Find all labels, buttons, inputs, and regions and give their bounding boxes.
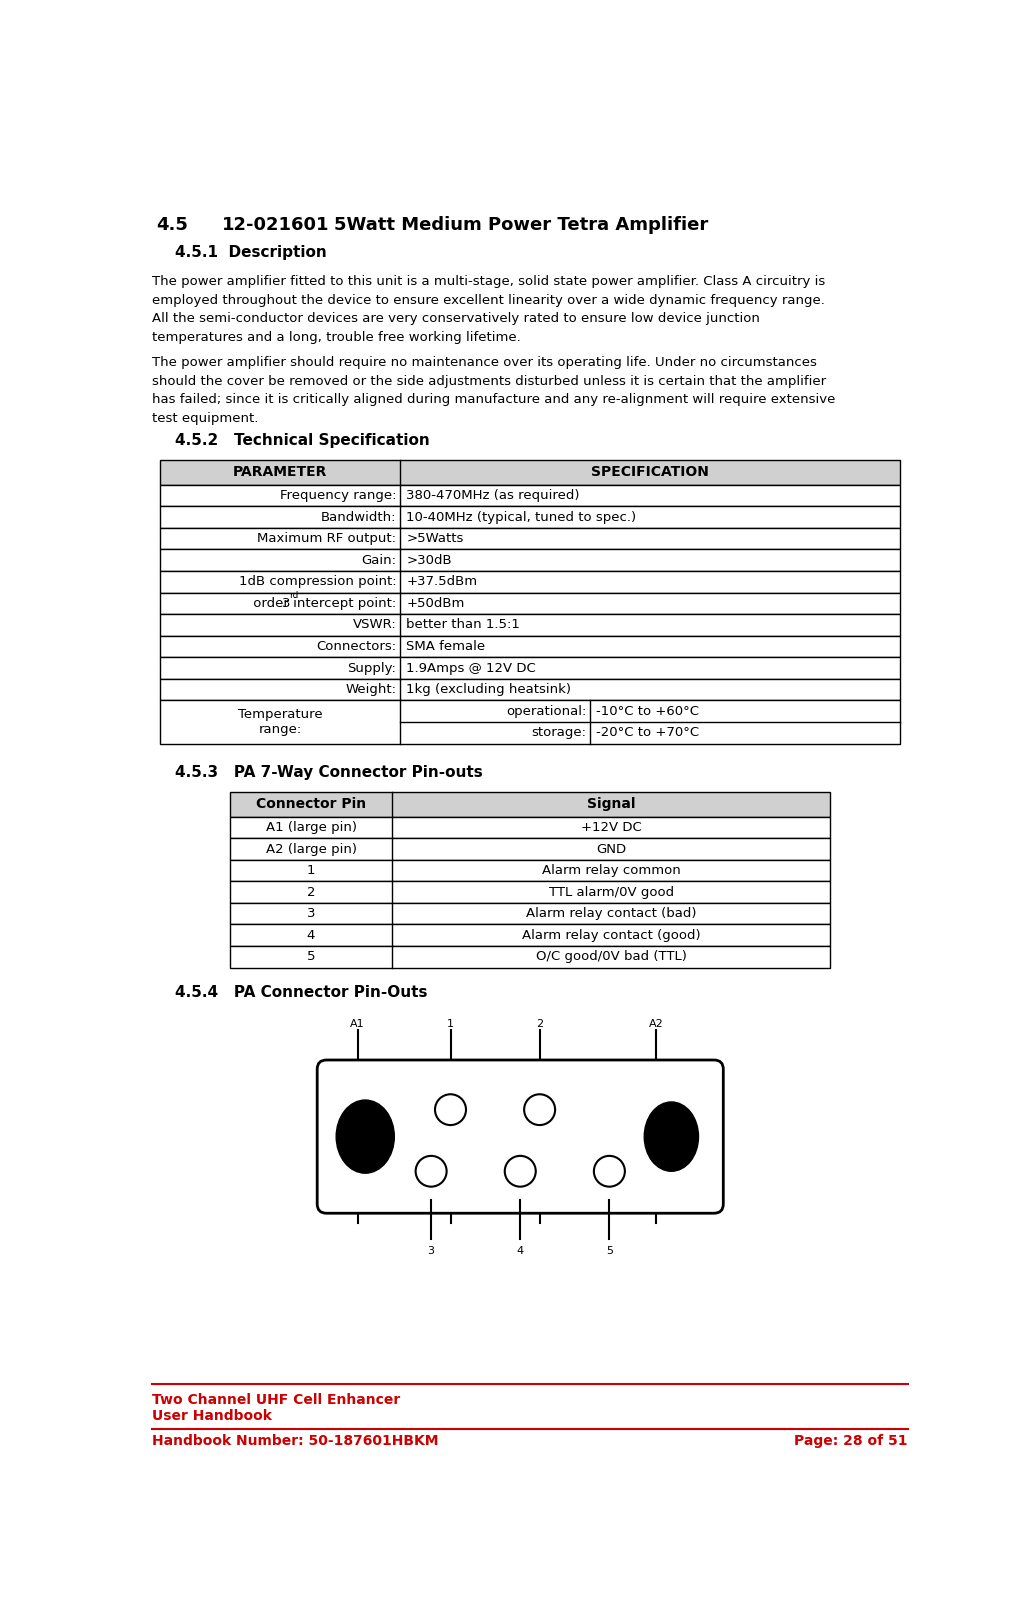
Circle shape [435, 1094, 466, 1125]
Text: GND: GND [596, 843, 627, 856]
Text: A2: A2 [648, 1020, 663, 1029]
Text: PARAMETER: PARAMETER [233, 465, 327, 480]
Bar [160, 657, 900, 679]
Circle shape [505, 1156, 536, 1187]
Text: Alarm relay common: Alarm relay common [542, 864, 680, 877]
Text: 1dB compression point:: 1dB compression point: [238, 575, 396, 588]
Bar [160, 460, 900, 485]
Text: 4.5.1  Description: 4.5.1 Description [175, 245, 327, 259]
Bar [230, 838, 830, 859]
Text: storage:: storage: [531, 726, 587, 739]
Text: 4: 4 [517, 1247, 524, 1256]
Circle shape [594, 1156, 625, 1187]
Bar [230, 903, 830, 924]
Text: A1 (large pin): A1 (large pin) [266, 820, 357, 833]
Bar [160, 700, 900, 744]
Text: The power amplifier fitted to this unit is a multi-stage, solid state power ampl: The power amplifier fitted to this unit … [153, 276, 826, 344]
Text: 2: 2 [307, 885, 315, 898]
Text: better than 1.5:1: better than 1.5:1 [406, 619, 521, 632]
Text: VSWR:: VSWR: [353, 619, 396, 632]
Text: SPECIFICATION: SPECIFICATION [591, 465, 709, 480]
Text: order intercept point:: order intercept point: [250, 597, 396, 609]
Text: Weight:: Weight: [345, 682, 396, 695]
Bar [230, 859, 830, 882]
Text: A2 (large pin): A2 (large pin) [266, 843, 357, 856]
Text: 4.5.2   Technical Specification: 4.5.2 Technical Specification [175, 433, 430, 449]
Text: 10-40MHz (typical, tuned to spec.): 10-40MHz (typical, tuned to spec.) [406, 511, 636, 524]
Bar [160, 614, 900, 635]
Text: Alarm relay contact (good): Alarm relay contact (good) [522, 929, 701, 942]
Text: Page: 28 of 51: Page: 28 of 51 [794, 1435, 907, 1448]
Text: >5Watts: >5Watts [406, 532, 464, 545]
Text: 3: 3 [281, 597, 290, 609]
Text: 5: 5 [606, 1247, 612, 1256]
Text: Gain:: Gain: [361, 554, 396, 567]
Text: +12V DC: +12V DC [580, 820, 641, 833]
Text: 4: 4 [307, 929, 315, 942]
Text: 5: 5 [307, 950, 315, 963]
Text: 4.5.3   PA 7-Way Connector Pin-outs: 4.5.3 PA 7-Way Connector Pin-outs [175, 765, 484, 780]
Text: User Handbook: User Handbook [153, 1409, 272, 1423]
Text: Connectors:: Connectors: [317, 640, 396, 653]
Bar [160, 679, 900, 700]
Bar [230, 793, 830, 817]
Bar [230, 924, 830, 947]
Ellipse shape [336, 1101, 394, 1174]
Text: +37.5dBm: +37.5dBm [406, 575, 477, 588]
Text: operational:: operational: [506, 705, 587, 718]
Text: Maximum RF output:: Maximum RF output: [258, 532, 396, 545]
Circle shape [415, 1156, 446, 1187]
Text: -20°C to +70°C: -20°C to +70°C [596, 726, 699, 739]
Bar [160, 528, 900, 550]
Text: -10°C to +60°C: -10°C to +60°C [596, 705, 699, 718]
Text: >30dB: >30dB [406, 554, 452, 567]
Text: O/C good/0V bad (TTL): O/C good/0V bad (TTL) [536, 950, 687, 963]
Text: Two Channel UHF Cell Enhancer: Two Channel UHF Cell Enhancer [153, 1394, 400, 1407]
Text: 1.9Amps @ 12V DC: 1.9Amps @ 12V DC [406, 661, 536, 674]
Text: 3: 3 [428, 1247, 435, 1256]
Bar [230, 947, 830, 968]
Text: +50dBm: +50dBm [406, 597, 465, 609]
Bar [160, 571, 900, 593]
Ellipse shape [644, 1102, 698, 1172]
Text: 12-021601: 12-021601 [222, 216, 329, 233]
Text: 380-470MHz (as required): 380-470MHz (as required) [406, 490, 579, 503]
Text: 5Watt Medium Power Tetra Amplifier: 5Watt Medium Power Tetra Amplifier [334, 216, 708, 233]
Text: 2: 2 [536, 1020, 543, 1029]
Text: 4.5.4   PA Connector Pin-Outs: 4.5.4 PA Connector Pin-Outs [175, 984, 428, 1000]
Text: rd: rd [290, 590, 299, 600]
Text: Temperature
range:: Temperature range: [238, 708, 323, 736]
Text: The power amplifier should require no maintenance over its operating life. Under: The power amplifier should require no ma… [153, 357, 835, 425]
Bar [160, 635, 900, 657]
Bar [230, 882, 830, 903]
Text: 3: 3 [307, 908, 315, 921]
FancyBboxPatch shape [318, 1060, 724, 1213]
Text: Connector Pin: Connector Pin [256, 798, 366, 812]
Text: Bandwidth:: Bandwidth: [321, 511, 396, 524]
Text: Signal: Signal [587, 798, 635, 812]
Text: Supply:: Supply: [347, 661, 396, 674]
Text: A1: A1 [351, 1020, 365, 1029]
Text: Handbook Number: 50-187601HBKM: Handbook Number: 50-187601HBKM [153, 1435, 438, 1448]
Bar [160, 506, 900, 528]
Text: Frequency range:: Frequency range: [279, 490, 396, 503]
Text: 1: 1 [447, 1020, 454, 1029]
Text: Alarm relay contact (bad): Alarm relay contact (bad) [526, 908, 697, 921]
Text: 1: 1 [307, 864, 315, 877]
Bar [160, 485, 900, 506]
Bar [160, 550, 900, 571]
Circle shape [524, 1094, 555, 1125]
Bar [230, 817, 830, 838]
Bar [160, 593, 900, 614]
Text: 1kg (excluding heatsink): 1kg (excluding heatsink) [406, 682, 571, 695]
Text: TTL alarm/0V good: TTL alarm/0V good [548, 885, 674, 898]
Text: 4.5: 4.5 [156, 216, 188, 233]
Text: SMA female: SMA female [406, 640, 486, 653]
